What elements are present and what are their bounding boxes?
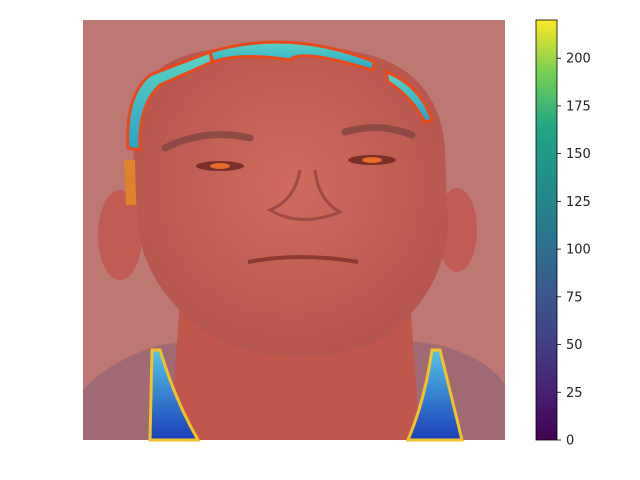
hair-heat-top [208, 40, 377, 72]
colorbar-tick-label: 175 [566, 99, 591, 114]
left-eye-heat [210, 163, 230, 169]
right-eyebrow [341, 124, 416, 139]
colorbar: 0 25 50 75 100 125 150 175 200 [535, 19, 591, 449]
left-ear [98, 190, 142, 280]
colorbar-ticks: 0 25 50 75 100 125 150 175 200 [557, 52, 591, 449]
face-shape [132, 43, 448, 358]
colorbar-tick-label: 125 [566, 195, 591, 210]
colorbar-tick-label: 100 [566, 243, 591, 258]
colorbar-tick-label: 25 [566, 386, 583, 401]
colorbar-tick-label: 50 [566, 338, 583, 353]
mouth [247, 255, 359, 264]
colorbar-gradient [535, 19, 558, 441]
colorbar-tick-label: 75 [566, 290, 583, 305]
hair-heat-side [124, 160, 136, 205]
hair-heat-right [383, 69, 434, 124]
colorbar-tick-label: 150 [566, 147, 591, 162]
colorbar-tick-label: 0 [566, 434, 574, 449]
collar-heat-left [148, 348, 201, 442]
colorbar-tick-label: 200 [566, 52, 591, 67]
collar-heat-right [405, 348, 464, 442]
heatmap-image [83, 20, 505, 442]
nose [266, 169, 344, 222]
left-eyebrow [161, 131, 254, 152]
right-eye-heat [362, 157, 382, 163]
